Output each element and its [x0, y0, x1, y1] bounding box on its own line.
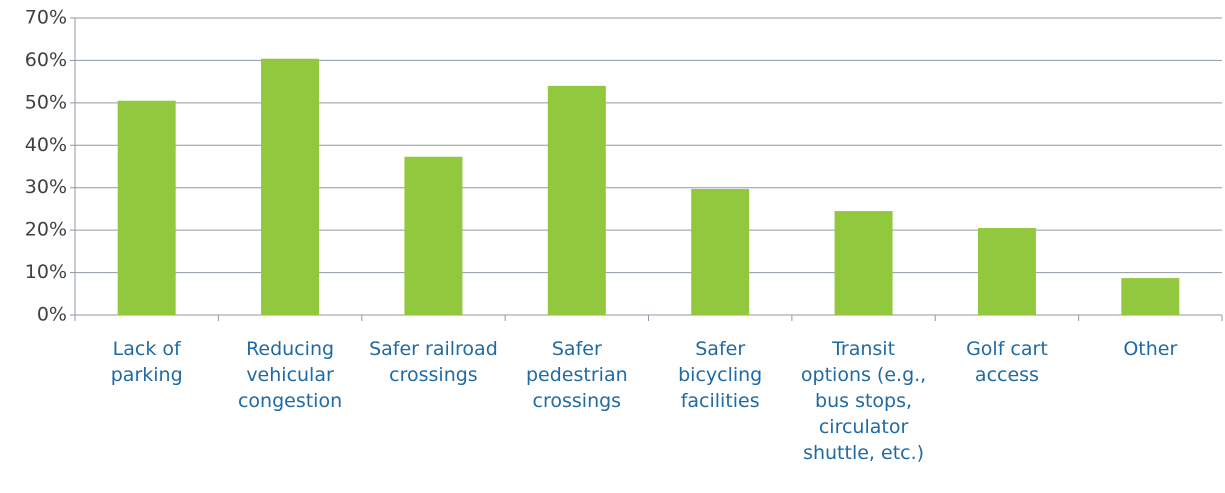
x-tick-label: Safer bicycling facilities: [678, 338, 763, 412]
bar: [834, 211, 893, 315]
x-tick-label: Golf cart access: [966, 338, 1048, 386]
y-tick-label: 20%: [25, 219, 67, 241]
y-tick-label: 10%: [25, 261, 67, 283]
x-tick-label: Other: [1123, 338, 1178, 360]
bar: [691, 188, 750, 315]
bar: [1121, 278, 1180, 315]
x-tick-label: Lack of parking: [110, 338, 183, 386]
x-tick-label: Safer railroad crossings: [369, 338, 498, 386]
y-tick-label: 40%: [25, 134, 67, 156]
x-tick-label: Safer pedestrian crossings: [526, 338, 628, 412]
y-tick-label: 0%: [37, 304, 67, 326]
y-tick-label: 30%: [25, 176, 67, 198]
y-tick-label: 50%: [25, 91, 67, 113]
bar: [977, 228, 1036, 315]
bar: [547, 85, 606, 315]
y-tick-label: 70%: [25, 7, 67, 29]
x-tick-label: Reducing vehicular congestion: [237, 338, 343, 412]
bar: [404, 156, 463, 315]
x-tick-label: Transit options (e.g., bus stops, circul…: [800, 338, 927, 464]
y-tick-label: 60%: [25, 49, 67, 71]
bar: [117, 100, 176, 315]
bar: [261, 58, 320, 315]
